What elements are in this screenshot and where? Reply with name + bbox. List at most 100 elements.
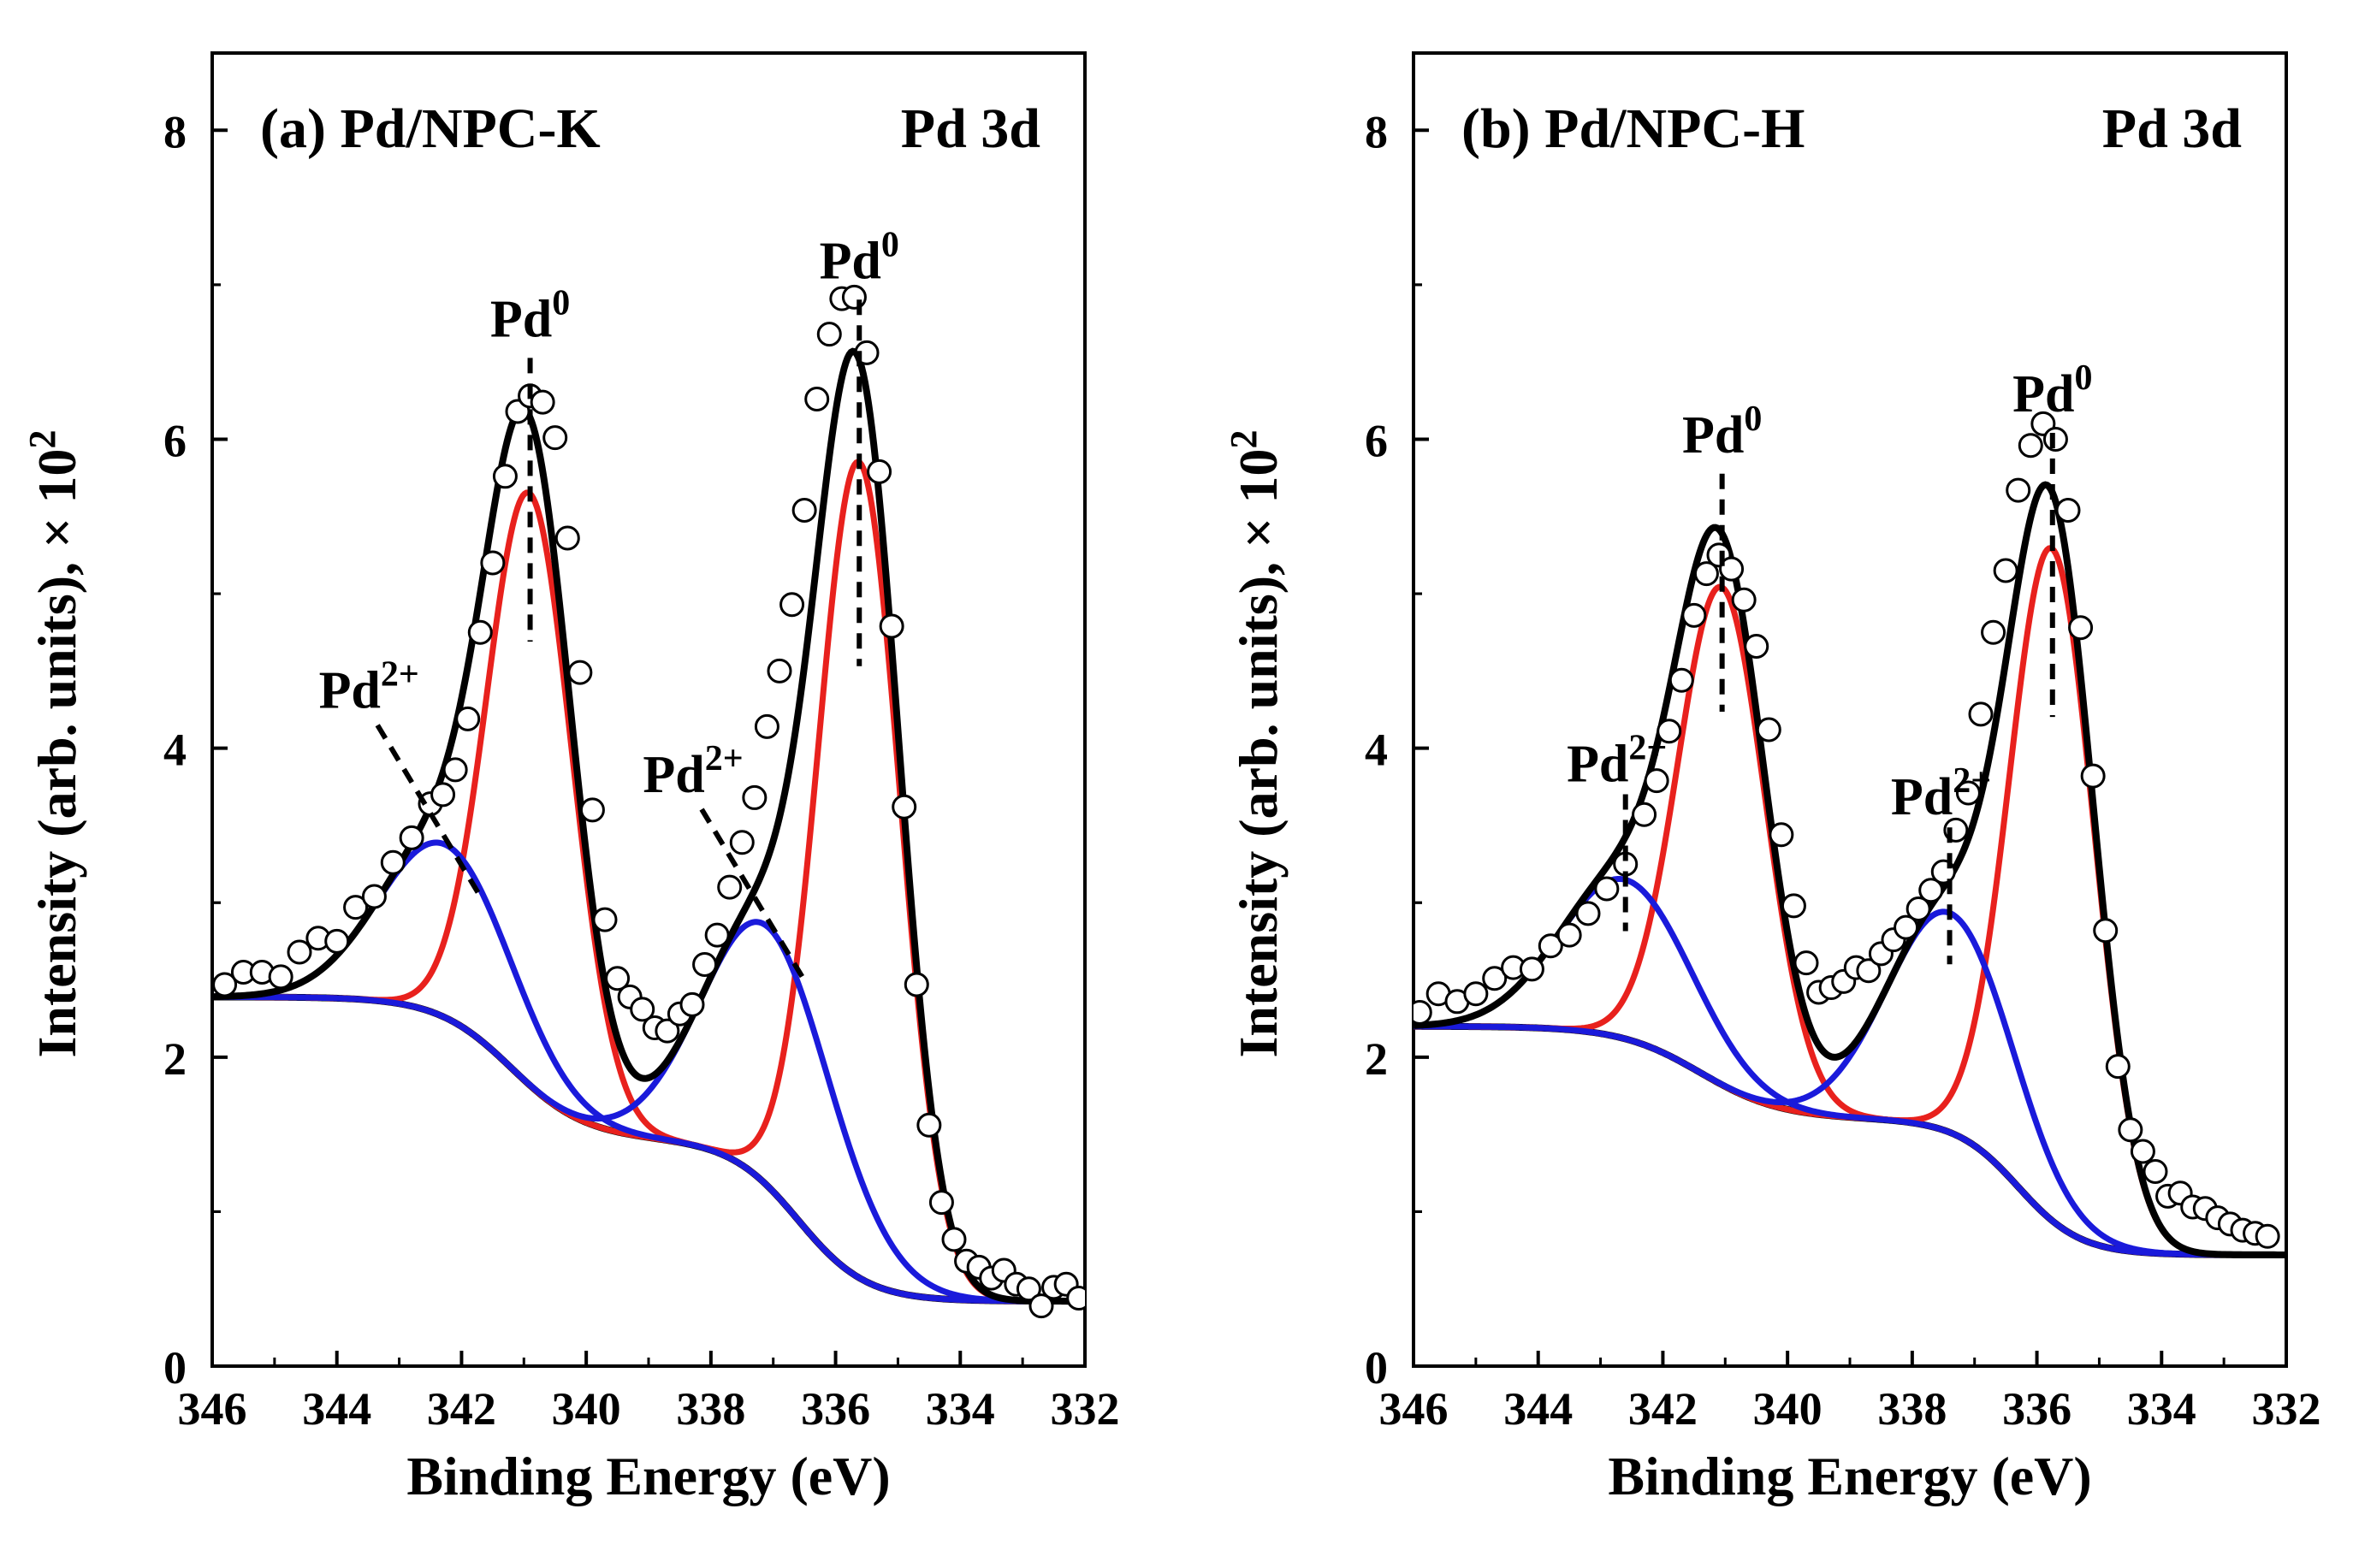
data-point [455,706,481,731]
component-curve-pd2plus-2 [212,919,1085,1305]
data-point [1793,950,1819,976]
data-point [1744,633,1769,659]
y-tick-label: 6 [163,415,187,466]
data-point [1993,558,2018,583]
y-axis-label-superscript: 2 [21,429,63,448]
data-point [2118,1117,2143,1143]
data-point [442,757,468,783]
data-point [1414,999,1432,1025]
data-point [791,498,817,524]
x-tick-label: 346 [1379,1383,1449,1435]
data-point [1681,602,1707,628]
data-point [480,550,506,576]
data-point [1066,1286,1085,1311]
data-point [1781,893,1806,919]
x-tick-label: 340 [552,1383,621,1435]
y-tick-label: 8 [1365,106,1388,157]
data-point [816,322,842,347]
data-point [1556,922,1582,948]
data-point [892,794,917,820]
y-axis-label: Intensity (arb. units), × 102 [21,429,87,1057]
x-tick-label: 342 [427,1383,496,1435]
annotation-text: Pd [1682,406,1744,464]
data-point [1769,822,1794,848]
data-point [2018,433,2043,459]
x-tick-label: 338 [676,1383,745,1435]
component-curve-pd0-0 [212,459,1085,1305]
y-tick-label: 2 [1365,1033,1388,1085]
pd2plus-label: Pd2+ [643,739,743,804]
data-point [1894,914,1919,940]
annotation-text: Pd [2012,365,2074,423]
data-point [754,713,779,739]
data-point [567,660,593,685]
data-point [679,991,705,1017]
annotation-superscript: 2+ [705,739,744,778]
data-point [941,1227,967,1252]
data-point [1594,876,1620,902]
pd0-label: Pd0 [2012,358,2092,423]
data-point [1575,901,1601,926]
data-point [430,782,456,808]
pd2plus-label: Pd2+ [319,655,419,720]
curves [1414,411,2286,1258]
data-point [630,997,655,1022]
x-tick-label: 342 [1628,1383,1698,1435]
data-point [2068,615,2094,641]
pd0-label: Pd0 [820,225,899,290]
x-tick-label: 334 [926,1383,995,1435]
data-point [554,525,580,551]
data-point [1693,561,1719,587]
x-tick-label: 344 [1503,1383,1573,1435]
data-point [904,972,929,997]
annotation-text: Pd [1567,735,1628,793]
data-point [287,939,312,965]
annotation-superscript: 0 [2074,358,2092,398]
data-point [692,951,718,977]
data-point [916,1112,942,1138]
data-point [1756,717,1781,743]
pd2plus-label: Pd2+ [1891,761,1991,826]
annotation-superscript: 0 [1744,399,1762,439]
pd0-label: Pd0 [1682,399,1762,464]
data-point [1906,896,1931,921]
data-point [1463,981,1489,1007]
x-axis-label: Binding Energy (eV) [1608,1446,2091,1506]
data-point [867,459,892,484]
data-point [1968,701,1994,727]
data-point [1028,1293,1054,1319]
annotation-text: Pd [820,232,881,290]
data-point [2042,426,2068,452]
component-curve-pd0-1 [212,489,1085,1305]
data-point [717,874,743,900]
component-curve-pd0-0 [1414,545,2286,1258]
y-tick-label: 0 [163,1342,187,1393]
fit-envelope-curve [212,347,1085,1305]
data-point [1856,958,1882,984]
annotation-text: Pd [490,290,552,348]
data-point [1731,587,1757,612]
x-tick-label: 336 [801,1383,870,1435]
pd2plus-label: Pd2+ [1567,728,1667,793]
data-point [779,592,805,618]
y-axis-label-text: Intensity (arb. units), × 10 [27,448,87,1057]
data-point [361,884,387,909]
data-point [804,387,830,412]
annotation-superscript: 0 [881,225,899,264]
data-point [2130,1139,2155,1164]
data-point [1538,933,1563,959]
panel-a: 346 344 342 340 338 336 334 332 0 2 4 6 8 Binding Ene… [21,51,1120,1506]
x-tick-label: 340 [1753,1383,1823,1435]
y-axis-label-superscript: 2 [1223,429,1265,448]
panel-b: 346 344 342 340 338 336 334 332 0 2 4 6 8 Binding Ene… [1223,51,2321,1506]
y-tick-label: 8 [163,106,187,157]
data-point [2143,1158,2168,1184]
data-point [1519,956,1544,982]
x-axis-label: Binding Energy (eV) [406,1446,890,1506]
x-tick-label: 336 [2002,1383,2071,1435]
data-point [212,972,238,997]
data-point [2255,1223,2280,1249]
y-tick-label: 0 [1365,1342,1388,1393]
y-axis-label-text: Intensity (arb. units), × 10 [1228,448,1289,1057]
data-point [2055,498,2081,524]
